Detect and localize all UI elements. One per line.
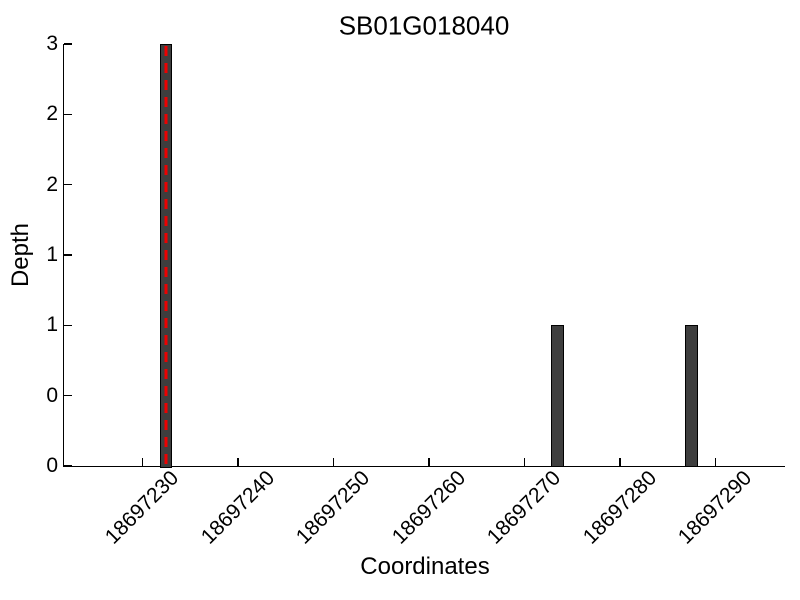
y-tick-mark bbox=[64, 113, 72, 116]
x-tick-label: 18697260 bbox=[387, 466, 470, 549]
x-tick-mark bbox=[332, 458, 335, 466]
y-tick-mark bbox=[64, 254, 72, 256]
y-tick-mark bbox=[64, 324, 72, 327]
plot-area bbox=[63, 44, 785, 467]
x-tick-mark bbox=[714, 458, 717, 466]
y-tick-mark bbox=[64, 183, 72, 186]
y-axis-label: Depth bbox=[7, 222, 34, 288]
depth-bar bbox=[551, 325, 564, 468]
y-tick-label: 3 bbox=[46, 32, 58, 55]
x-tick-label: 18697230 bbox=[101, 466, 184, 549]
y-tick-label: 0 bbox=[46, 454, 58, 477]
x-tick-mark bbox=[428, 458, 430, 466]
marker-line bbox=[164, 46, 168, 465]
x-tick-label: 18697250 bbox=[292, 466, 375, 549]
x-tick-label: 18697290 bbox=[674, 466, 757, 549]
y-tick-label: 2 bbox=[46, 102, 58, 126]
x-tick-mark bbox=[141, 458, 144, 466]
y-tick-mark bbox=[64, 43, 72, 45]
y-tick-label: 0 bbox=[46, 383, 58, 407]
y-tick-mark bbox=[64, 394, 72, 397]
x-tick-label: 18697240 bbox=[196, 466, 279, 549]
x-tick-label: 18697280 bbox=[578, 466, 661, 549]
y-tick-mark bbox=[64, 465, 72, 467]
x-tick-mark bbox=[523, 458, 526, 466]
chart-title: SB01G018040 bbox=[338, 10, 510, 41]
x-tick-mark bbox=[619, 458, 621, 466]
x-tick-mark bbox=[237, 458, 239, 466]
y-tick-label: 2 bbox=[46, 172, 58, 196]
x-axis-label: Coordinates bbox=[360, 553, 490, 580]
x-tick-label: 18697270 bbox=[483, 466, 566, 549]
depth-bar bbox=[685, 325, 698, 468]
y-tick-label: 1 bbox=[46, 313, 58, 337]
y-tick-label: 1 bbox=[46, 243, 58, 266]
